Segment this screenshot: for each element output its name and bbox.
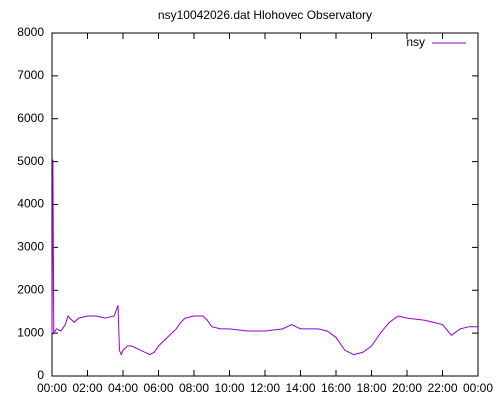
x-tick-label: 12:00 [250, 381, 280, 395]
y-tick-label: 1000 [17, 325, 44, 339]
plot-border [51, 32, 479, 377]
x-tick-label: 04:00 [108, 381, 138, 395]
x-tick-label: 20:00 [392, 381, 422, 395]
chart-title: nsy10042026.dat Hlohovec Observatory [158, 8, 372, 22]
y-tick-label: 3000 [17, 240, 44, 254]
y-tick-label: 7000 [17, 68, 44, 82]
x-tick-label: 02:00 [72, 381, 102, 395]
x-tick-label: 06:00 [143, 381, 173, 395]
y-tick-label: 4000 [17, 197, 44, 211]
y-tick-label: 8000 [17, 25, 44, 39]
y-tick-label: 5000 [17, 154, 44, 168]
x-tick-label: 22:00 [427, 381, 457, 395]
y-tick-label: 0 [37, 368, 44, 382]
x-tick-label: 10:00 [214, 381, 244, 395]
x-tick-label: 00:00 [463, 381, 493, 395]
x-tick-label: 00:00 [37, 381, 67, 395]
x-tick-label: 18:00 [356, 381, 386, 395]
legend-label: nsy [406, 35, 425, 49]
x-tick-label: 08:00 [179, 381, 209, 395]
y-tick-label: 6000 [17, 111, 44, 125]
data-line [51, 159, 478, 356]
x-tick-label: 14:00 [285, 381, 315, 395]
y-tick-label: 2000 [17, 282, 44, 296]
x-tick-label: 16:00 [321, 381, 351, 395]
